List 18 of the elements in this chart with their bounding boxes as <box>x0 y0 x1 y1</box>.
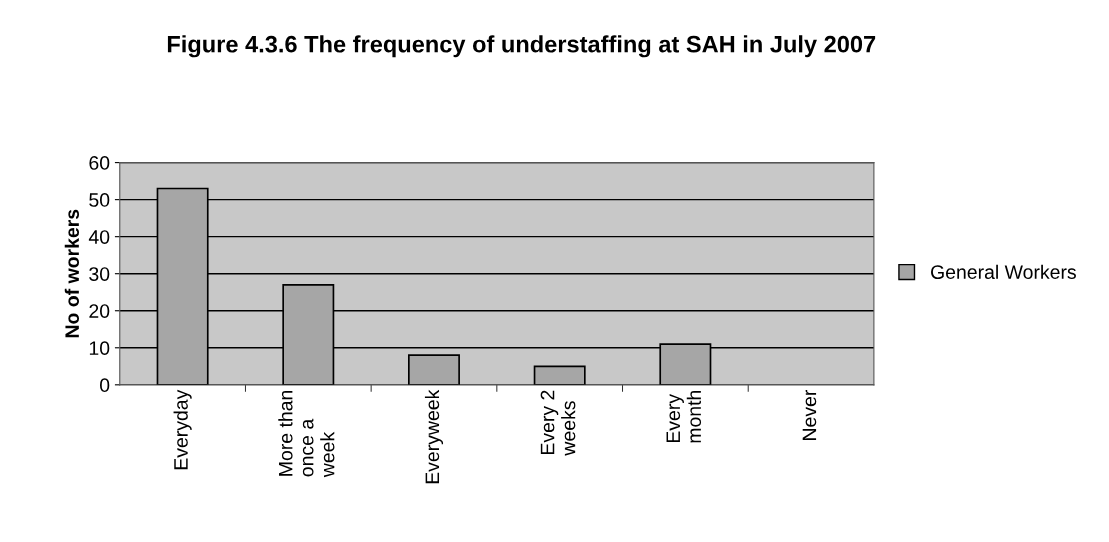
x-tick-label: Never <box>802 390 817 440</box>
y-tick-label: 0 <box>100 378 110 393</box>
x-tick-label: Every month <box>666 390 702 443</box>
y-tick-label: 50 <box>89 193 110 207</box>
x-tick-label: Every 2 weeks <box>540 390 576 456</box>
y-axis-title: No of workers <box>64 209 80 338</box>
y-tick-label: 20 <box>89 304 110 318</box>
y-tick-label: 30 <box>89 267 110 281</box>
y-tick-label: 10 <box>89 341 110 356</box>
y-tick-label: 40 <box>88 230 110 244</box>
chart-title: Figure 4.3.6 The frequency of understaffing at SAH in July 2007 <box>167 35 876 58</box>
y-tick-label: 60 <box>89 156 110 170</box>
x-tick-label: Everyweek <box>424 389 444 484</box>
x-tick-label: More than once a week <box>278 390 335 478</box>
bar <box>533 365 586 385</box>
x-tick-label: Everyday <box>173 389 192 470</box>
legend-label: General Workers <box>931 264 1076 279</box>
bar <box>408 354 460 385</box>
